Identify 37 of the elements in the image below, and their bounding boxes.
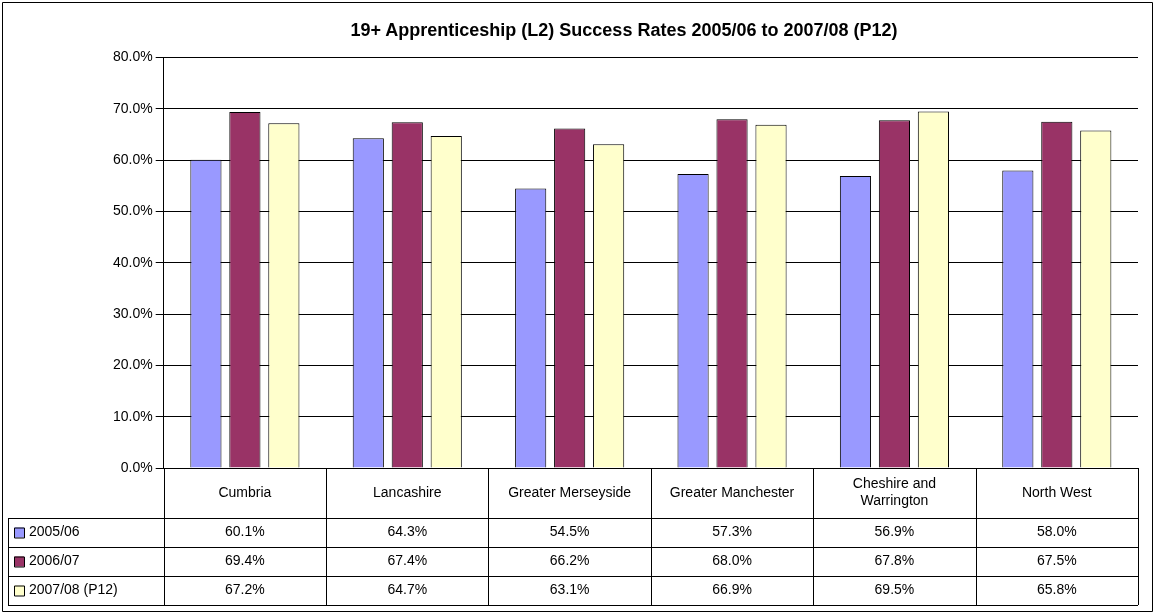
- data-label: 65.8%: [1036, 581, 1077, 598]
- y-tick-label: 60.0%: [112, 151, 153, 168]
- y-tick-label: 50.0%: [112, 202, 153, 219]
- data-label: 69.5%: [874, 581, 915, 598]
- x-tick-label: Cheshire and Warrington: [852, 475, 937, 509]
- data-label: 58.0%: [1036, 523, 1077, 540]
- data-label: 69.4%: [225, 552, 265, 569]
- data-label: 63.1%: [549, 581, 590, 598]
- y-tick-label: 0.0%: [120, 458, 153, 475]
- y-tick-label: 20.0%: [112, 356, 153, 373]
- y-tick-label: 30.0%: [112, 304, 153, 321]
- data-label: 54.5%: [549, 523, 590, 540]
- x-tick-label: North West: [1021, 483, 1092, 500]
- data-label: 56.9%: [874, 523, 915, 540]
- data-label: 68.0%: [712, 552, 752, 569]
- y-tick-label: 70.0%: [112, 99, 153, 116]
- data-label: 64.7%: [387, 581, 428, 598]
- legend-label: 2006/07: [29, 552, 80, 569]
- data-label: 66.2%: [549, 552, 590, 569]
- data-label: 67.2%: [225, 581, 265, 598]
- x-tick-label: Greater Merseyside: [508, 483, 632, 500]
- x-tick-label: Lancashire: [373, 483, 442, 500]
- data-label: 64.3%: [387, 523, 428, 540]
- data-label: 67.5%: [1036, 552, 1077, 569]
- x-tick-label: Cumbria: [218, 483, 272, 500]
- y-tick-label: 40.0%: [112, 253, 153, 270]
- y-tick-label: 10.0%: [112, 407, 153, 424]
- legend-label: 2007/08 (P12): [29, 581, 118, 598]
- x-tick-label: Greater Manchester: [669, 483, 795, 500]
- data-label: 66.9%: [712, 581, 752, 598]
- data-label: 60.1%: [225, 523, 265, 540]
- legend-label: 2005/06: [29, 523, 80, 540]
- data-label: 67.8%: [874, 552, 915, 569]
- data-label: 57.3%: [712, 523, 752, 540]
- data-label: 67.4%: [387, 552, 428, 569]
- chart-title: 19+ Apprenticeship (L2) Success Rates 2005/06 to 2007/08 (P12): [350, 19, 898, 40]
- y-tick-label: 80.0%: [112, 48, 153, 65]
